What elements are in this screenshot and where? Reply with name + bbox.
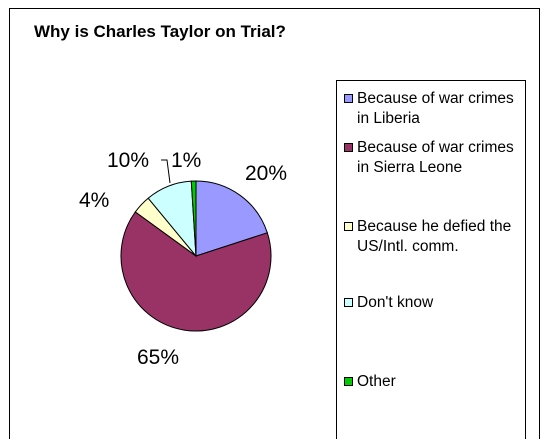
- legend-swatch-dont-know: [344, 298, 353, 307]
- legend-label-dont-know: Don't know: [357, 294, 434, 311]
- data-label-other: 1%: [171, 149, 201, 172]
- data-label-sierra-leone: 65%: [137, 346, 179, 369]
- data-label-liberia: 20%: [245, 162, 287, 185]
- leader-line-dont-know: [161, 159, 171, 184]
- pie-slice-liberia: [195, 180, 268, 257]
- data-label-defied: 4%: [79, 189, 109, 212]
- legend-swatch-liberia: [344, 94, 353, 103]
- legend-swatch-defied: [344, 222, 353, 231]
- legend: Because of war crimes in Liberia Because…: [336, 80, 526, 439]
- legend-swatch-other: [344, 377, 353, 386]
- data-label-dont-know: 10%: [107, 149, 149, 172]
- legend-label-defied: Because he defied the US/Intl. comm.: [357, 218, 512, 255]
- legend-label-other: Other: [357, 373, 396, 390]
- pie-slice-other: [190, 180, 197, 257]
- legend-swatch-sierra-leone: [344, 143, 353, 152]
- pie-slice-sierra-leone: [120, 211, 272, 332]
- legend-label-sierra-leone: Because of war crimes in Sierra Leone: [357, 139, 514, 176]
- legend-label-liberia: Because of war crimes in Liberia: [357, 90, 514, 127]
- chart-title: Why is Charles Taylor on Trial?: [34, 22, 286, 41]
